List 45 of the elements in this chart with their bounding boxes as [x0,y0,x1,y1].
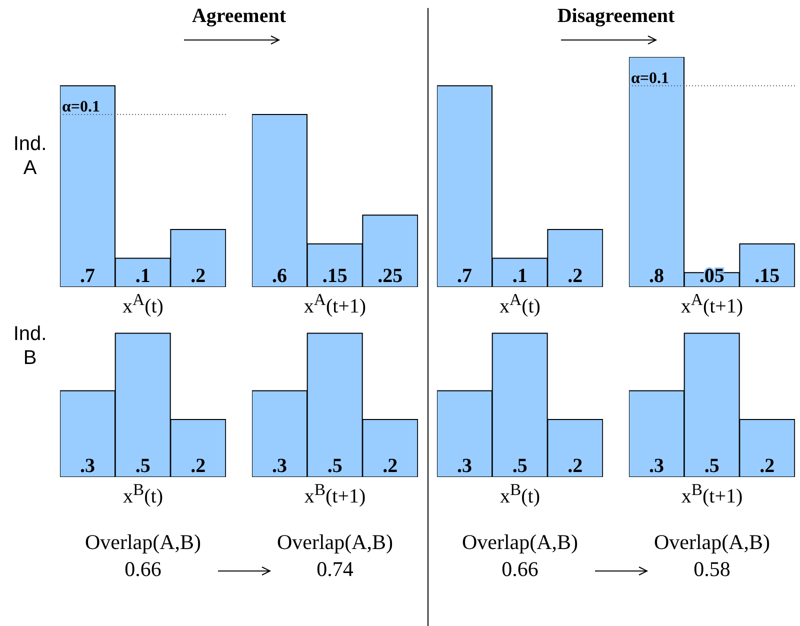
chart-title: Agreement [190,5,288,28]
data-label: .5 [135,455,150,477]
text: Overlap(A,B) [652,529,772,556]
data-label: .2 [760,455,775,477]
data-label: .5 [327,455,342,477]
data-label: .6 [272,265,287,287]
annotation: α=0.1 [631,70,670,87]
x-axis-title: x$^{A}$(t+1) [680,290,744,319]
data-label: .3 [457,455,472,477]
data-label: .2 [190,265,206,287]
text: 0.66 [500,556,540,583]
x-axis-title: x$^{B}$(t+1) [303,480,367,509]
data-label: .7 [80,265,95,287]
data-label: .8 [649,265,664,287]
y-axis-title: Ind. A [12,132,48,180]
data-label: .25 [378,265,403,287]
data-label: .2 [190,455,206,477]
text: 0.74 [316,556,354,583]
data-label: .1 [512,265,528,287]
x-axis-title: x$^{A}$(t+1) [302,290,368,319]
text: Overlap(A,B) [460,529,580,556]
annotation: α=0.1 [62,98,100,116]
text: Overlap(A,B) [84,529,202,556]
data-label: .15 [322,265,348,287]
data-label: .3 [272,455,287,477]
data-label: .15 [754,265,780,287]
data-label: .2 [382,455,398,477]
x-axis-title: x$^{B}$(t+1) [680,480,744,509]
data-label: .5 [512,455,528,477]
data-label: .3 [649,455,664,477]
x-axis-title: x$^{B}$(t) [498,480,541,509]
x-axis-title: x$^{A}$(t) [498,290,542,319]
data-label: .2 [568,265,583,287]
data-label: .5 [704,455,720,477]
text: 0.66 [124,556,162,583]
x-axis-title: x$^{B}$(t) [122,480,164,509]
chart-title: Disagreement [556,5,676,28]
y-axis-title: Ind. B [12,322,48,370]
text: Overlap(A,B) [276,529,394,556]
data-label: .7 [457,265,472,287]
data-label: .1 [135,265,150,287]
data-label: .3 [80,455,95,477]
text: 0.58 [692,556,732,583]
x-axis-title: x$^{A}$(t) [122,290,164,319]
data-label: .2 [568,455,583,477]
